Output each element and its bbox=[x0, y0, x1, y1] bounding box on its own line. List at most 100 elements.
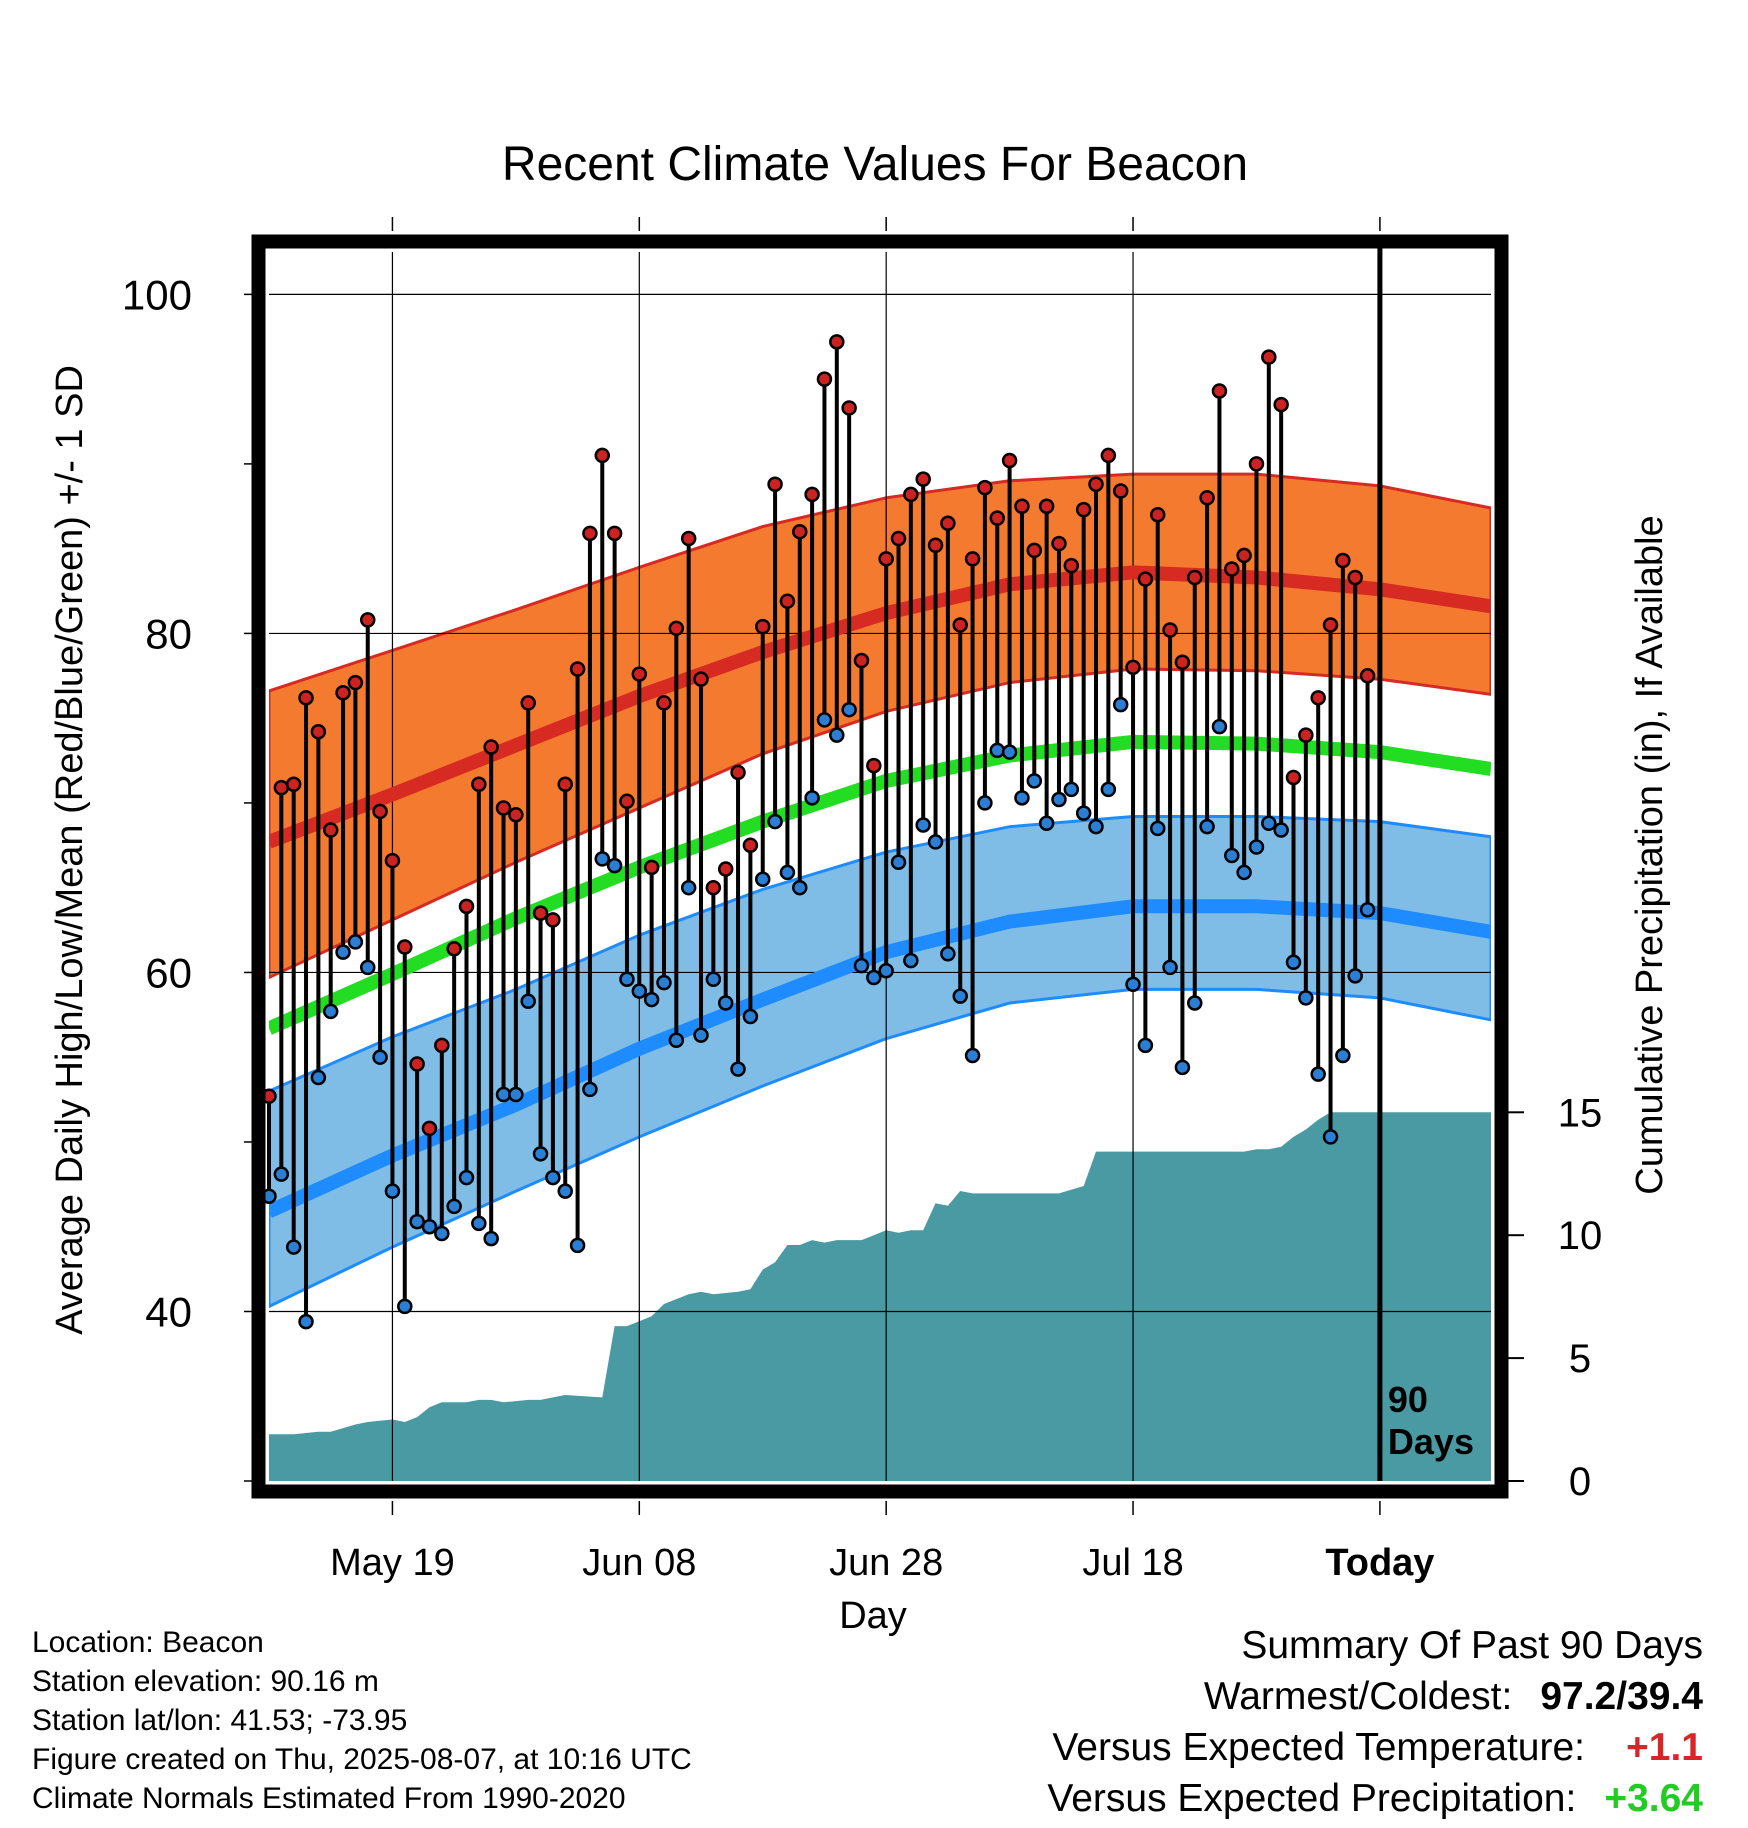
high-point bbox=[545, 912, 561, 928]
high-point bbox=[471, 776, 487, 793]
high-point bbox=[1149, 507, 1166, 523]
high-point bbox=[915, 471, 931, 487]
low-point bbox=[619, 971, 635, 987]
x-axis-label: Day bbox=[839, 1595, 907, 1637]
high-point bbox=[1014, 498, 1030, 515]
high-point bbox=[372, 803, 388, 820]
low-point bbox=[557, 1183, 573, 1199]
high-point bbox=[1335, 552, 1351, 569]
low-point bbox=[1112, 696, 1129, 713]
x-tick-label: May 19 bbox=[330, 1542, 455, 1584]
y-right-axis-label: Cumulative Precipitation (in), If Availa… bbox=[1629, 515, 1671, 1194]
high-point bbox=[557, 776, 573, 793]
low-point bbox=[397, 1298, 413, 1315]
high-point bbox=[335, 684, 351, 701]
summary-title: Summary Of Past 90 Days bbox=[1241, 1624, 1703, 1667]
low-point bbox=[804, 790, 820, 806]
low-point bbox=[717, 995, 734, 1011]
low-point bbox=[520, 993, 536, 1010]
low-point bbox=[1063, 781, 1080, 798]
high-point bbox=[285, 776, 302, 793]
high-point bbox=[1112, 483, 1129, 499]
y-right-tick-label: 15 bbox=[1558, 1091, 1603, 1135]
low-point bbox=[631, 983, 648, 999]
low-point bbox=[310, 1069, 327, 1086]
y-tick-label: 40 bbox=[145, 1288, 192, 1335]
low-point bbox=[1224, 847, 1240, 864]
low-point bbox=[1322, 1129, 1339, 1145]
high-point bbox=[1001, 452, 1018, 469]
low-point bbox=[1088, 818, 1104, 835]
low-point bbox=[1273, 822, 1289, 838]
low-point bbox=[1174, 1059, 1191, 1076]
high-point bbox=[792, 523, 808, 540]
low-point bbox=[952, 988, 968, 1004]
low-point bbox=[1199, 818, 1215, 835]
high-point bbox=[903, 486, 919, 503]
latlon-text: Station lat/lon: 41.53; -73.95 bbox=[32, 1704, 408, 1737]
high-point bbox=[1322, 617, 1339, 633]
low-point bbox=[680, 879, 697, 896]
summary-panel: Summary Of Past 90 Days Warmest/Coldest:… bbox=[1047, 1620, 1703, 1824]
elevation-text: Station elevation: 90.16 m bbox=[32, 1665, 379, 1698]
x-tick-label: Jun 28 bbox=[829, 1542, 943, 1584]
low-point bbox=[1248, 839, 1265, 855]
high-point bbox=[890, 530, 907, 547]
y-right-tick-label: 10 bbox=[1558, 1214, 1603, 1258]
low-point bbox=[1187, 995, 1203, 1011]
low-point bbox=[1026, 773, 1043, 789]
low-point bbox=[730, 1061, 746, 1077]
low-point bbox=[1001, 744, 1018, 760]
low-point bbox=[569, 1237, 586, 1254]
low-point bbox=[767, 813, 783, 830]
high-point bbox=[878, 551, 894, 567]
high-point bbox=[927, 537, 944, 554]
high-point bbox=[767, 476, 783, 492]
high-point bbox=[347, 674, 364, 691]
low-point bbox=[927, 834, 944, 850]
precip-delta-row: Versus Expected Precipitation: +3.64 bbox=[1047, 1773, 1703, 1824]
high-point bbox=[754, 618, 771, 635]
low-point bbox=[829, 727, 845, 743]
low-point bbox=[915, 817, 931, 833]
warmest-coldest-value: 97.2/39.4 bbox=[1540, 1675, 1703, 1718]
high-point bbox=[656, 695, 672, 711]
high-point bbox=[643, 859, 660, 876]
low-point bbox=[977, 795, 993, 811]
high-point bbox=[730, 764, 746, 781]
low-point bbox=[446, 1198, 462, 1215]
low-point bbox=[1149, 820, 1166, 837]
high-point bbox=[409, 1056, 425, 1072]
low-point bbox=[582, 1081, 598, 1098]
low-point bbox=[434, 1225, 450, 1242]
high-point bbox=[989, 510, 1006, 526]
low-point bbox=[384, 1183, 401, 1199]
high-point bbox=[606, 525, 623, 542]
high-point bbox=[582, 525, 598, 542]
high-point bbox=[1063, 557, 1080, 574]
x-tick-label: Jun 08 bbox=[582, 1542, 696, 1584]
low-point bbox=[483, 1230, 499, 1247]
low-point bbox=[1347, 968, 1363, 984]
low-point bbox=[409, 1213, 425, 1230]
high-point bbox=[1298, 727, 1314, 743]
y-tick-label: 80 bbox=[145, 610, 192, 657]
high-point bbox=[359, 612, 376, 628]
high-point bbox=[705, 879, 722, 896]
warmest-coldest-label: Warmest/Coldest: bbox=[1203, 1675, 1513, 1718]
low-point bbox=[754, 871, 771, 887]
low-point bbox=[878, 963, 894, 979]
high-point bbox=[1137, 571, 1154, 587]
high-point bbox=[742, 837, 759, 854]
high-point bbox=[668, 620, 685, 637]
high-point bbox=[310, 723, 327, 740]
low-point bbox=[1100, 781, 1117, 798]
low-point bbox=[903, 952, 919, 969]
high-point bbox=[1359, 668, 1376, 684]
low-point bbox=[458, 1169, 475, 1186]
high-point bbox=[1273, 396, 1289, 413]
low-point bbox=[508, 1086, 524, 1103]
low-point bbox=[335, 944, 351, 960]
high-point bbox=[520, 695, 536, 711]
precipitation-area bbox=[269, 1112, 1491, 1481]
